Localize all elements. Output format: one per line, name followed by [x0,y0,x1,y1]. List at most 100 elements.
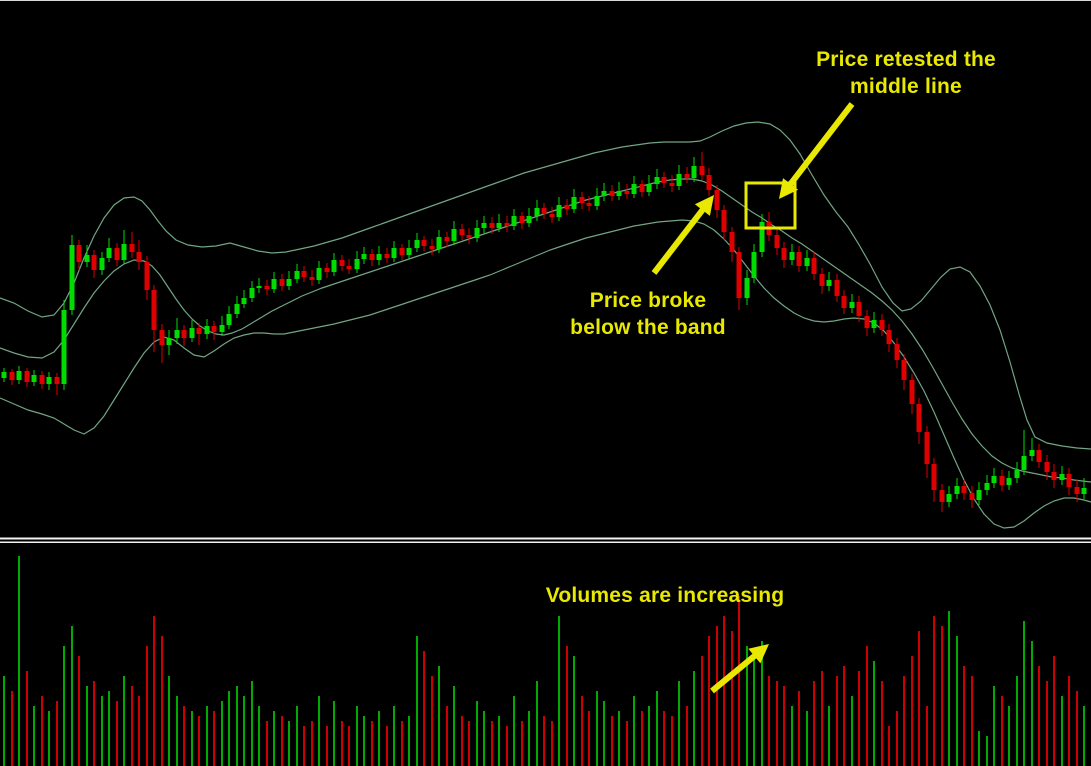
volume-bar [813,681,815,766]
candle-body [474,228,480,238]
candle-body [879,320,885,330]
candle-body [384,254,390,258]
volume-bar [416,636,418,766]
candle-body [1036,450,1042,462]
annotation-volume-label: Volumes are increasing [546,582,785,609]
volume-bar [468,721,470,766]
candle-body [159,330,165,345]
candle-body [481,223,487,228]
volume-bar [896,711,898,766]
volume-bar [1023,621,1025,766]
candle-body [646,184,652,192]
candle-body [616,191,622,196]
candle-body [804,258,810,266]
candle-body [789,252,795,260]
volume-bar [108,691,110,766]
volume-bar [356,706,358,766]
volume-bar [1061,696,1063,766]
candle-body [99,258,105,270]
candle-body [196,328,202,334]
volume-bar [626,721,628,766]
volume-bar [131,686,133,766]
volume-bar [611,716,613,766]
candle-body [631,184,637,194]
volume-bar [851,696,853,766]
candle-body [901,360,907,380]
volume-bar [738,596,740,766]
candle-body [939,490,945,502]
volume-bar [431,676,433,766]
candle-body [1029,450,1035,456]
candle-body [984,483,990,490]
candle-body [189,328,195,338]
volume-bar [3,676,5,766]
volume-bar [33,706,35,766]
volume-bar [71,626,73,766]
volume-bar [881,681,883,766]
candle-body [466,235,472,238]
candle-body [1074,487,1080,494]
volume-bar [476,701,478,766]
volume-bar [828,706,830,766]
candle-body [946,494,952,502]
candle-body [714,190,720,210]
candle-body [526,216,532,223]
volume-bar [243,696,245,766]
volume-bar [498,716,500,766]
volume-bar [491,721,493,766]
volume-bar [116,701,118,766]
candle-body [796,252,802,266]
candle-body [1021,456,1027,470]
volume-bar [326,726,328,766]
volume-bar [761,641,763,766]
candle-body [1059,474,1065,480]
candle-body [84,255,90,262]
candle-body [969,493,975,500]
volume-bar [543,716,545,766]
volume-bar [776,681,778,766]
candle-body [856,302,862,316]
volume-bar [153,616,155,766]
candle-body [361,254,367,259]
candle-body [729,232,735,252]
volume-bar [1008,706,1010,766]
volume-bar [656,691,658,766]
annotation-overlay [651,102,855,694]
candle-body [1051,472,1057,480]
volume-bar [858,671,860,766]
volume-bar [18,556,20,766]
candle-body [256,286,262,288]
candle-body [459,229,465,235]
candle-body [69,245,75,310]
volume-bar [806,711,808,766]
volume-bar [221,701,223,766]
candle-body [721,210,727,232]
annotation-retest-line1: Price retested the [816,48,996,71]
candle-body [54,377,60,384]
volume-bar [1016,676,1018,766]
candle-body [886,330,892,344]
candle-body [339,260,345,266]
candle-body [609,191,615,196]
candle-body [391,248,397,258]
candle-body [151,290,157,330]
candle-body [219,325,225,332]
candle-body [376,254,382,260]
candle-body [961,486,967,493]
candle-body [9,372,15,380]
candle-body [699,166,705,175]
volume-bar [333,701,335,766]
candle-body [496,223,502,228]
volume-bar [783,686,785,766]
volume-bar [453,686,455,766]
volume-bar [206,706,208,766]
volume-bar [461,716,463,766]
annotation-broke-line1: Price broke [589,289,707,312]
volume-bar [888,726,890,766]
candle-body [661,177,667,183]
candle-body [759,222,765,252]
volume-bar [303,726,305,766]
volume-bar [948,611,950,766]
volume-bar [1046,681,1048,766]
